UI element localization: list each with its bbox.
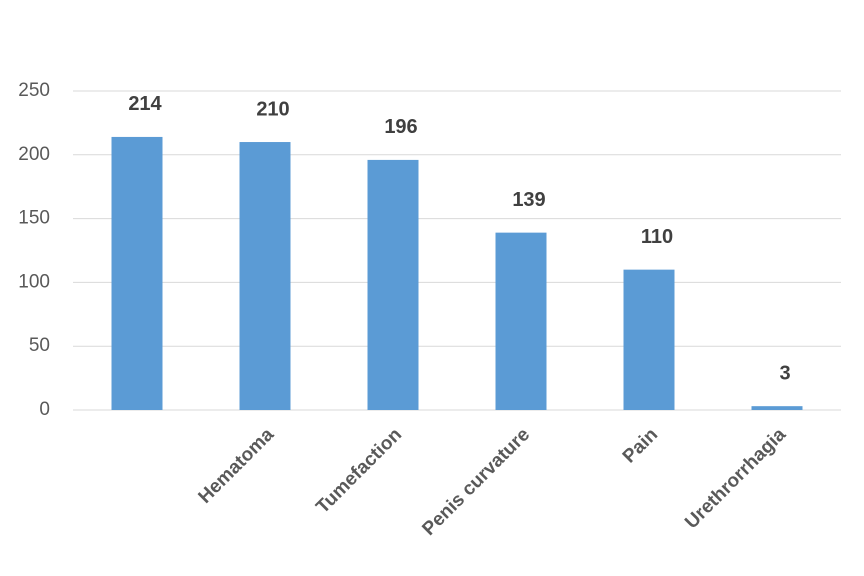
value-label: 139 <box>512 189 545 211</box>
bar <box>239 142 291 411</box>
x-tick-label: Tumefaction <box>312 424 406 518</box>
y-tick-label: 50 <box>29 335 50 356</box>
x-tick-label: Urethrorrhagia <box>681 424 790 533</box>
y-tick-label: 250 <box>18 80 50 101</box>
y-tick-label: 0 <box>39 399 50 420</box>
bar <box>367 159 419 410</box>
bar <box>495 232 547 410</box>
value-label: 3 <box>779 362 790 384</box>
x-tick-label: Hematoma <box>195 424 279 508</box>
bar <box>751 406 803 410</box>
y-tick-label: 100 <box>18 271 50 292</box>
bar <box>623 269 675 410</box>
y-tick-label: 150 <box>18 208 50 229</box>
value-label: 214 <box>128 93 162 115</box>
value-label: 210 <box>256 98 289 120</box>
value-label: 196 <box>384 116 417 138</box>
value-label: 110 <box>641 226 673 248</box>
x-tick-label: Pain <box>619 424 662 467</box>
y-tick-label: 200 <box>18 144 50 165</box>
bar <box>111 136 163 410</box>
x-tick-label: Penis curvature <box>418 424 534 540</box>
